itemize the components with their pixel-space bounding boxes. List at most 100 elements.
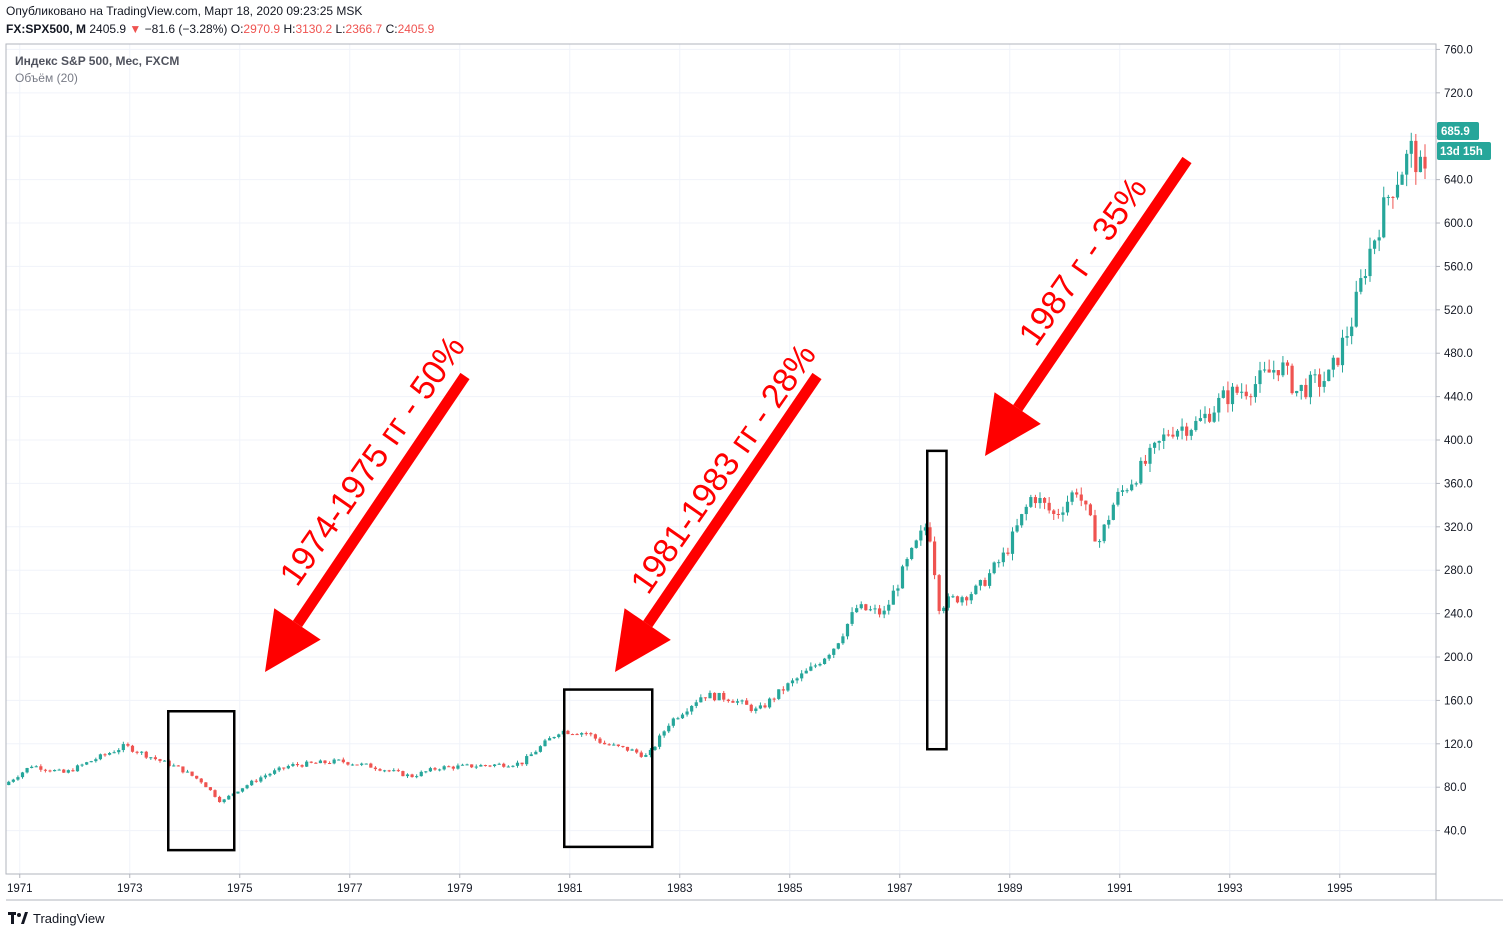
candle-body xyxy=(758,705,763,709)
candle-body xyxy=(763,705,767,708)
quote-line: FX:SPX500, M 2405.9 ▼ −81.6 (−3.28%) O:2… xyxy=(6,22,434,36)
candle-body xyxy=(488,765,492,767)
candle-body xyxy=(1258,370,1262,385)
candle-body xyxy=(625,746,630,751)
candle-body xyxy=(602,742,607,745)
candle-body xyxy=(126,744,130,746)
candle-body xyxy=(937,575,941,611)
candle-body xyxy=(1418,156,1423,173)
candle-body xyxy=(1162,434,1166,441)
price-axis[interactable]: 760.0720.0680.0640.0600.0560.0520.0480.0… xyxy=(1436,44,1473,838)
candle-body xyxy=(30,766,34,769)
candle-body xyxy=(868,609,873,611)
candle-body xyxy=(213,790,217,797)
candle-body xyxy=(1391,196,1395,198)
candles xyxy=(7,132,1427,804)
candle-body xyxy=(1304,384,1308,398)
candle-body xyxy=(1097,541,1102,543)
candle-body xyxy=(712,692,717,701)
candle-body xyxy=(965,597,969,601)
candle-body xyxy=(859,604,863,609)
candle-body xyxy=(786,683,790,691)
candle-body xyxy=(341,759,345,763)
arrow-shaft xyxy=(1013,156,1192,412)
candle-body xyxy=(470,764,474,768)
candle-body xyxy=(1143,460,1148,464)
candle-body xyxy=(850,612,854,624)
candle-body xyxy=(1175,430,1180,437)
symbol-label[interactable]: FX:SPX500, M xyxy=(6,22,87,36)
candle-body xyxy=(1377,237,1381,241)
arrow-head xyxy=(985,392,1041,456)
candle-body xyxy=(199,778,203,783)
candle-body xyxy=(1116,491,1120,505)
candle-body xyxy=(34,766,38,768)
candle-body xyxy=(1038,497,1042,504)
candle-body xyxy=(1221,390,1225,398)
candle-body xyxy=(497,763,501,765)
change-arrow-icon: ▼ xyxy=(129,22,142,36)
candle-body xyxy=(1010,531,1015,554)
candle-body xyxy=(740,700,744,702)
arrow-head xyxy=(615,608,671,672)
candle-body xyxy=(1322,381,1326,387)
time-axis[interactable]: 1971 1973 1975 1977 1979 1981 1983 1985 1987 1989… xyxy=(7,874,1353,895)
candle-body xyxy=(891,590,895,605)
candle-body xyxy=(1276,370,1280,376)
candle-body xyxy=(923,527,928,531)
candle-body xyxy=(1020,514,1024,526)
candle-body xyxy=(726,699,730,702)
arrow-shaft xyxy=(643,372,822,628)
candle-body xyxy=(1134,483,1138,485)
candle-body xyxy=(974,585,978,595)
candle-body xyxy=(153,757,158,760)
y-tick-label: 40.0 xyxy=(1444,826,1466,838)
candle-body xyxy=(639,752,643,757)
candle-body xyxy=(882,610,886,615)
candle-body xyxy=(263,775,268,778)
candle-body xyxy=(337,759,341,761)
candle-body xyxy=(717,692,721,701)
candle-body xyxy=(1125,490,1129,492)
chart-grid xyxy=(6,44,1436,874)
candle-body xyxy=(754,708,758,711)
footer[interactable]: TradingView xyxy=(8,910,105,926)
candle-body xyxy=(259,777,263,782)
candle-body xyxy=(327,763,332,765)
candle-body xyxy=(1359,278,1363,292)
candle-body xyxy=(960,597,964,603)
candle-body xyxy=(1230,386,1235,405)
candle-body xyxy=(272,770,277,774)
y-tick-label: 760.0 xyxy=(1444,44,1473,56)
candle-body xyxy=(181,766,185,773)
legend-title[interactable]: Индекс S&P 500, Мес, FXCM xyxy=(15,54,179,68)
candle-body xyxy=(286,765,290,769)
candle-body xyxy=(942,607,946,611)
candle-body xyxy=(1226,390,1230,405)
candle-body xyxy=(245,785,249,789)
legend-volume[interactable]: Объём (20) xyxy=(15,71,78,85)
candle-body xyxy=(1327,369,1331,382)
candle-body xyxy=(1171,434,1175,437)
candle-body xyxy=(378,769,382,771)
candle-body xyxy=(795,678,799,681)
candle-body xyxy=(1368,248,1372,277)
candle-body xyxy=(987,573,992,586)
candle-body xyxy=(456,765,460,769)
candle-body xyxy=(983,580,987,586)
y-tick-label: 280.0 xyxy=(1444,565,1473,577)
candle-body xyxy=(208,787,213,791)
candle-body xyxy=(39,766,43,770)
footer-brand: TradingView xyxy=(33,910,105,926)
x-tick-label: 1995 xyxy=(1327,883,1353,895)
candle-body xyxy=(914,540,918,548)
y-tick-label: 520.0 xyxy=(1444,305,1473,317)
candle-body xyxy=(25,768,29,773)
candle-body xyxy=(117,750,121,753)
price-badge: 685.9 13d 15h xyxy=(1437,122,1491,160)
high-value: 3130.2 xyxy=(295,22,333,36)
candle-body xyxy=(1065,501,1070,513)
candle-body xyxy=(428,768,433,772)
candle-body xyxy=(1185,426,1189,436)
